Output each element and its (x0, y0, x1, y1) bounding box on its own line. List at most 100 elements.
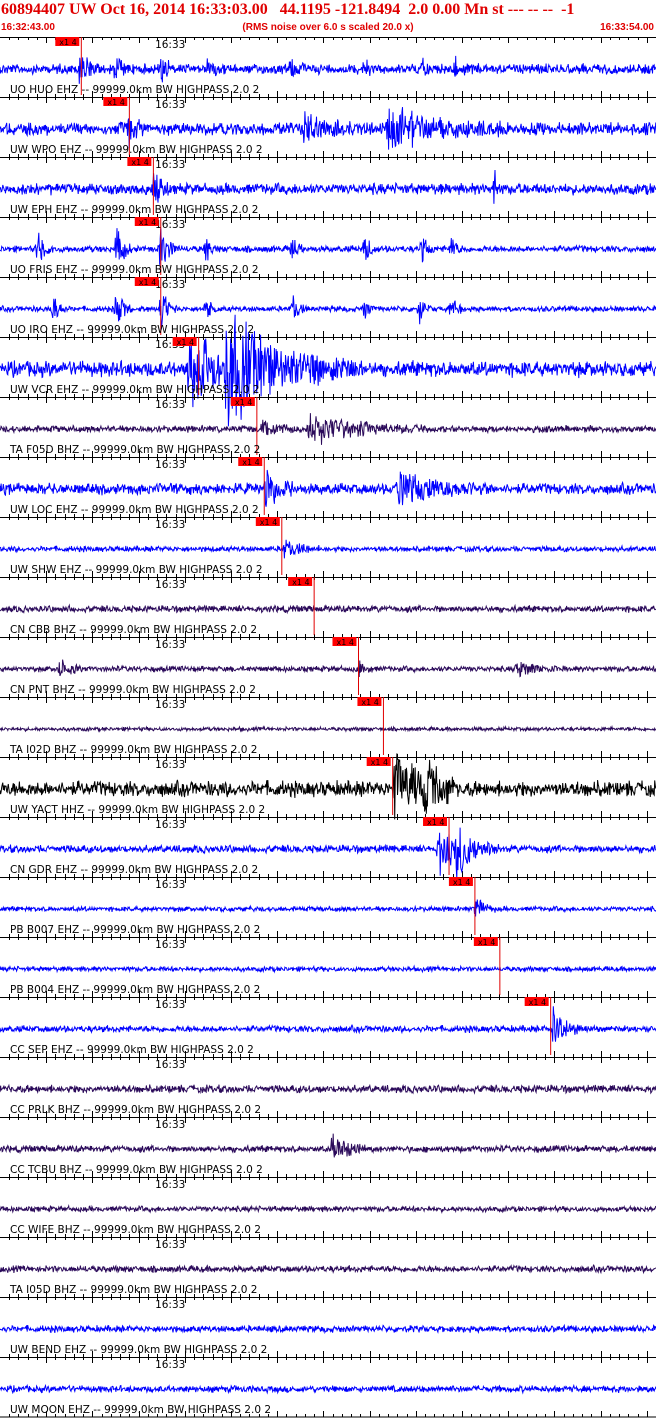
trace-panel: 16:33 x1 4 CN GDR EHZ -- 99999.0km BW HIGH… (0, 817, 656, 879)
trace-panel: 16:33 CC PRLK BHZ -- 99999.0km BW HIGHPAS… (0, 1057, 656, 1117)
minute-label: 16:33 (155, 819, 185, 831)
waveform-trace (0, 1383, 656, 1395)
pick-tag: x1 4 (131, 158, 148, 167)
minute-label: 16:33 (155, 939, 185, 951)
waveform-trace (0, 827, 656, 879)
pick-box (357, 697, 382, 706)
station-label: CC WIFE BHZ -- 99999.0km BW HIGHPASS 2.0… (10, 1224, 261, 1236)
station-label: CN PNT BHZ -- 99999.0km BW HIGHPASS 2.0 … (10, 684, 256, 696)
trace-panel: 16:33 x1 4 PB B007 EHZ -- 99999.0km BW HIG… (0, 877, 656, 937)
station-label: CN CBB BHZ -- 99999.0km BW HIGHPASS 2.0 … (10, 624, 257, 636)
pick-box (473, 937, 498, 946)
pick-box (55, 37, 80, 46)
pick-box (172, 337, 197, 346)
trace-panel: 16:33 x1 4 UO HUO EHZ -- 99999.0km BW HIGH… (0, 37, 656, 97)
station-label: UO FRIS EHZ -- 99999.0km BW HIGHPASS 2.0… (10, 264, 259, 276)
station-label: TA F05D BHZ -- 99999.0km BW HIGHPASS 2.0… (9, 444, 260, 456)
station-label: CC PRLK BHZ -- 99999.0km BW HIGHPASS 2.0… (10, 1104, 261, 1116)
station-label: CN GDR EHZ -- 99999.0km BW HIGHPASS 2.0 … (10, 864, 258, 876)
trace-panel: 16:33 CC WIFE BHZ -- 99999.0km BW HIGHPAS… (0, 1177, 656, 1237)
waveform-trace (0, 1083, 656, 1095)
pick-tag: x1 4 (139, 278, 156, 287)
trace-panel: 16:33 CC TCBU BHZ -- 99999.0km BW HIGHPAS… (0, 1117, 656, 1177)
minute-label: 16:33 (155, 1299, 185, 1311)
trace-panel: 16:33 x1 4 TA F05D BHZ -- 99999.0km BW HIG… (0, 397, 656, 457)
pick-box (366, 757, 391, 766)
pick-box (332, 637, 357, 646)
pick-tag: x1 4 (242, 458, 259, 467)
minute-label: 16:33 (155, 279, 185, 291)
waveform-trace (0, 603, 656, 615)
station-label: PB B004 EHZ -- 99999.0km BW HIGHPASS 2.0… (10, 984, 260, 996)
pick-tag: x1 4 (336, 638, 353, 647)
pick-box (230, 397, 255, 406)
waveform-trace (0, 314, 656, 427)
pick-tag: x1 4 (292, 578, 309, 587)
waveform-trace (0, 469, 656, 507)
event-title: 60894407 UW Oct 16, 2014 16:33:03.00 44.… (1, 1, 575, 18)
trace-panel: 16:33 x1 4 PB B004 EHZ -- 99999.0km BW HIG… (0, 937, 656, 997)
pick-tag: x1 4 (478, 938, 495, 947)
pick-box (288, 577, 313, 586)
pick-box (238, 457, 263, 466)
trace-panel: 16:33 x1 4 CN PNT BHZ -- 99999.0km BW HIGH… (0, 637, 656, 697)
pick-tag: x1 4 (139, 218, 156, 227)
waveform-trace (0, 659, 656, 678)
station-label: TA I02D BHZ -- 99999.0km BW HIGHPASS 2.0… (9, 744, 257, 756)
minute-label: 16:33 (155, 219, 185, 231)
waveform-trace (0, 964, 656, 974)
trace-panel: 16:33 x1 4 UW VCR EHZ -- 99999.0km BW HIGH… (0, 314, 656, 427)
pick-box (448, 877, 473, 886)
pick-tag: x1 4 (453, 878, 470, 887)
minute-label: 16:33 (155, 579, 185, 591)
station-label: UW SHW EHZ -- 99999.0km BW HIGHPASS 2.0 … (10, 564, 263, 576)
pick-box (134, 217, 159, 226)
trace-panel: 16:33 x1 4 UW LOC EHZ -- 99999.0km BW HIGH… (0, 457, 656, 517)
pick-tag: x1 4 (235, 398, 252, 407)
trace-panel: 16:33 x1 4 UW YACT HHZ -- 99999.0km BW HIG… (0, 753, 656, 820)
minute-label: 16:33 (155, 1359, 185, 1371)
minute-label: 16:33 (155, 879, 185, 891)
station-label: UW WPO EHZ -- 99999.0km BW HIGHPASS 2.0 … (10, 144, 263, 156)
trace-panel: 16:33 x1 4 UW WPO EHZ -- 99999.0km BW HIGH… (0, 97, 656, 157)
station-label: UW LOC EHZ -- 99999.0km BW HIGHPASS 2.0 … (10, 504, 259, 516)
station-label: UO HUO EHZ -- 99999.0km BW HIGHPASS 2.0 … (10, 84, 259, 96)
station-label: UW VCR EHZ -- 99999.0km BW HIGHPASS 2.0 … (10, 384, 259, 396)
trace-panel: 16:33 UW BEND EHZ -- 99999.0km BW HIGHPAS… (0, 1297, 656, 1357)
minute-label: 16:33 (155, 99, 185, 111)
minute-label: 16:33 (155, 39, 185, 51)
pick-tag: x1 4 (371, 758, 388, 767)
minute-label: 16:33 (155, 459, 185, 471)
pick-tag: x1 4 (427, 818, 444, 827)
waveform-trace (0, 1006, 656, 1042)
waveform-trace (0, 55, 656, 84)
station-label: UW BEND EHZ -- 99999.0km BW HIGHPASS 2.0… (10, 1344, 267, 1356)
waveform-trace (0, 1264, 656, 1275)
station-label: CC TCBU BHZ -- 99999.0km BW HIGHPASS 2.0… (10, 1164, 263, 1176)
pick-box (255, 517, 280, 526)
minute-label: 16:33 (155, 759, 185, 771)
pick-tag: x1 4 (260, 518, 277, 527)
station-label: UW MOON EHZ -- 99999.0km BW HIGHPASS 2.0… (10, 1404, 271, 1416)
pick-tag: x1 4 (177, 338, 194, 347)
waveform-trace (0, 724, 656, 733)
trace-panel: 16:33 x1 4 CC SEP EHZ -- 99999.0km BW HIGH… (0, 997, 656, 1057)
waveform-trace (0, 1133, 656, 1158)
trace-panel: 16:33 x1 4 UW SHW EHZ -- 99999.0km BW HIGH… (0, 517, 656, 577)
pick-box (127, 157, 152, 166)
station-label: UW YACT HHZ -- 99999.0km BW HIGHPASS 2.0… (10, 804, 265, 816)
pick-tag: x1 4 (107, 98, 124, 107)
trace-panel: 16:33 TA I05D BHZ -- 99999.0km BW HIGHPAS… (0, 1237, 656, 1297)
pick-box (103, 97, 128, 106)
waveform-trace (0, 169, 656, 204)
station-label: TA I05D BHZ -- 99999.0km BW HIGHPASS 2.0… (9, 1284, 257, 1296)
minute-label: 16:33 (155, 159, 185, 171)
waveform-trace (0, 753, 656, 820)
trace-panel: 16:33 UW MOON EHZ -- 99999.0km BW HIGHPAS… (0, 1357, 656, 1417)
scaling-note: (RMS noise over 6.0 s scaled 20.0 x) (242, 22, 414, 33)
station-label: UO IRO EHZ -- 99999.0km BW HIGHPASS 2.0 … (10, 324, 254, 336)
waveform-trace (0, 899, 656, 917)
waveform-trace (0, 413, 656, 445)
